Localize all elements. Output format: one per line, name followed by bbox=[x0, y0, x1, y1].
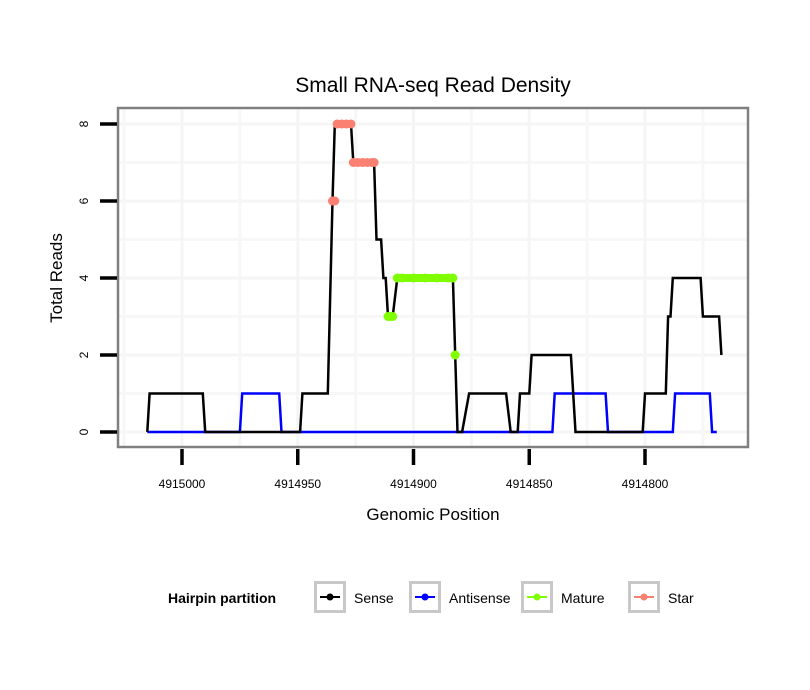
y-tick-label: 2 bbox=[77, 351, 91, 358]
legend-key-dot bbox=[640, 593, 648, 601]
data-point-mature bbox=[448, 273, 458, 283]
chart-title: Small RNA-seq Read Density bbox=[295, 74, 571, 97]
series-line-sense bbox=[146, 122, 723, 434]
x-axis: 4915000 4914950 4914900 4914850 4914800 bbox=[159, 449, 669, 491]
y-tick-label: 6 bbox=[77, 197, 91, 204]
series-layer bbox=[146, 119, 723, 434]
data-point-mature bbox=[432, 273, 442, 283]
x-tick-label: 4914950 bbox=[274, 477, 321, 491]
data-point-star bbox=[330, 196, 340, 206]
legend-label: Sense bbox=[354, 590, 394, 606]
series-antisense bbox=[147, 392, 717, 434]
plot-panel bbox=[116, 106, 750, 449]
data-point-mature bbox=[420, 273, 430, 283]
y-axis: 0 2 4 6 8 bbox=[77, 120, 117, 435]
legend-key-dot bbox=[421, 593, 429, 601]
data-point-mature bbox=[397, 273, 407, 283]
legend-item-mature: Mature bbox=[521, 581, 605, 613]
data-point-mature bbox=[409, 273, 418, 283]
legend-item-antisense: Antisense bbox=[409, 581, 511, 613]
x-tick-label: 4914850 bbox=[506, 477, 553, 491]
series-star bbox=[327, 119, 379, 206]
legend-item-sense: Sense bbox=[314, 581, 394, 613]
x-tick-label: 4914900 bbox=[390, 477, 437, 491]
y-axis-title: Total Reads bbox=[47, 233, 66, 323]
legend-key-dot bbox=[533, 593, 541, 601]
legend-entries: Sense Antisense Mature Star bbox=[314, 581, 694, 613]
legend-label: Star bbox=[668, 590, 694, 606]
legend-item-star: Star bbox=[628, 581, 694, 613]
y-tick-label: 8 bbox=[77, 120, 91, 127]
data-point-mature bbox=[388, 312, 398, 321]
x-axis-title: Genomic Position bbox=[366, 505, 499, 524]
legend-key-dot bbox=[326, 593, 334, 601]
data-point-mature bbox=[450, 350, 460, 360]
series-sense bbox=[146, 122, 723, 434]
legend: Hairpin partition Sense Antisense Mature St… bbox=[168, 581, 694, 613]
legend-label: Mature bbox=[561, 590, 605, 606]
y-tick-label: 4 bbox=[77, 274, 91, 281]
y-tick-label: 0 bbox=[77, 428, 91, 435]
legend-title: Hairpin partition bbox=[168, 590, 276, 606]
series-mature bbox=[383, 273, 460, 360]
data-point-star bbox=[346, 119, 356, 129]
x-tick-label: 4915000 bbox=[159, 477, 206, 491]
legend-label: Antisense bbox=[449, 590, 511, 606]
x-tick-label: 4914800 bbox=[622, 477, 669, 491]
plot-border bbox=[116, 106, 750, 449]
data-point-star bbox=[369, 158, 379, 167]
series-line-antisense bbox=[147, 392, 717, 434]
